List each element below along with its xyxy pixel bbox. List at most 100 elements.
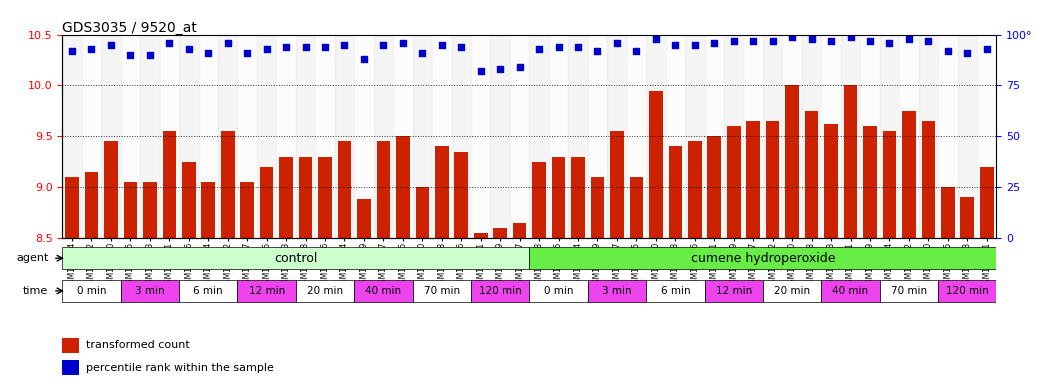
Point	[686, 42, 703, 48]
Point	[745, 38, 762, 44]
Bar	[646, 35, 665, 238]
Bar	[569, 35, 588, 238]
Point	[336, 42, 353, 48]
Bar	[529, 35, 549, 238]
Bar	[763, 35, 783, 238]
Point	[239, 50, 255, 56]
Bar	[588, 35, 607, 238]
Bar	[941, 187, 955, 238]
Text: 12 min: 12 min	[248, 286, 284, 296]
Bar	[413, 35, 432, 238]
FancyBboxPatch shape	[62, 247, 529, 270]
Point	[726, 38, 742, 44]
Text: 0 min: 0 min	[77, 286, 106, 296]
Bar	[143, 182, 157, 238]
Point	[434, 42, 450, 48]
Bar	[279, 157, 293, 238]
Bar	[397, 136, 410, 238]
Bar	[337, 141, 351, 238]
Bar	[960, 197, 974, 238]
Bar	[377, 141, 390, 238]
Bar	[688, 141, 702, 238]
Point	[394, 40, 411, 46]
Bar	[182, 162, 195, 238]
Bar	[62, 338, 79, 353]
Bar	[727, 126, 740, 238]
Point	[414, 50, 431, 56]
Bar	[120, 35, 140, 238]
Bar	[668, 147, 682, 238]
Point	[667, 42, 684, 48]
Bar	[902, 111, 916, 238]
Bar	[938, 35, 957, 238]
Bar	[490, 35, 510, 238]
FancyBboxPatch shape	[354, 280, 413, 302]
Bar	[801, 35, 821, 238]
FancyBboxPatch shape	[763, 280, 821, 302]
Point	[920, 38, 936, 44]
Bar	[493, 228, 507, 238]
Point	[784, 33, 800, 40]
Point	[492, 66, 509, 72]
FancyBboxPatch shape	[471, 280, 529, 302]
Bar	[455, 152, 468, 238]
Text: 0 min: 0 min	[544, 286, 573, 296]
Point	[550, 44, 567, 50]
Bar	[260, 167, 273, 238]
Bar	[180, 35, 198, 238]
Point	[959, 50, 976, 56]
FancyBboxPatch shape	[529, 280, 588, 302]
Bar	[296, 35, 316, 238]
Bar	[977, 35, 996, 238]
Text: 120 min: 120 min	[946, 286, 988, 296]
Bar	[82, 35, 102, 238]
Bar	[316, 35, 334, 238]
Bar	[354, 35, 374, 238]
Text: 3 min: 3 min	[135, 286, 165, 296]
Bar	[607, 35, 627, 238]
Point	[803, 36, 820, 42]
Bar	[783, 35, 801, 238]
Bar	[786, 86, 799, 238]
Bar	[471, 35, 490, 238]
Text: transformed count: transformed count	[85, 340, 189, 350]
Bar	[821, 35, 841, 238]
Text: percentile rank within the sample: percentile rank within the sample	[85, 362, 273, 373]
Bar	[864, 126, 877, 238]
Point	[181, 46, 197, 52]
Bar	[238, 35, 256, 238]
FancyBboxPatch shape	[120, 280, 180, 302]
FancyBboxPatch shape	[62, 280, 120, 302]
Bar	[705, 35, 725, 238]
Bar	[746, 121, 760, 238]
Text: GDS3035 / 9520_at: GDS3035 / 9520_at	[62, 21, 197, 35]
Text: 40 min: 40 min	[832, 286, 869, 296]
Bar	[163, 131, 176, 238]
Bar	[104, 141, 117, 238]
Point	[472, 68, 489, 74]
Bar	[665, 35, 685, 238]
Bar	[221, 131, 235, 238]
Point	[628, 48, 645, 54]
FancyBboxPatch shape	[938, 280, 996, 302]
Point	[141, 52, 158, 58]
Bar	[241, 182, 254, 238]
Bar	[513, 223, 526, 238]
Bar	[571, 157, 584, 238]
Bar	[552, 157, 566, 238]
Bar	[649, 91, 662, 238]
Text: 70 min: 70 min	[424, 286, 460, 296]
Point	[512, 64, 528, 70]
Point	[901, 36, 918, 42]
Text: 20 min: 20 min	[307, 286, 344, 296]
Point	[219, 40, 236, 46]
Bar	[725, 35, 743, 238]
Bar	[62, 360, 79, 375]
FancyBboxPatch shape	[821, 280, 880, 302]
Point	[122, 52, 139, 58]
Bar	[591, 177, 604, 238]
Bar	[957, 35, 977, 238]
Text: 120 min: 120 min	[479, 286, 521, 296]
Point	[297, 44, 313, 50]
Text: time: time	[23, 286, 48, 296]
